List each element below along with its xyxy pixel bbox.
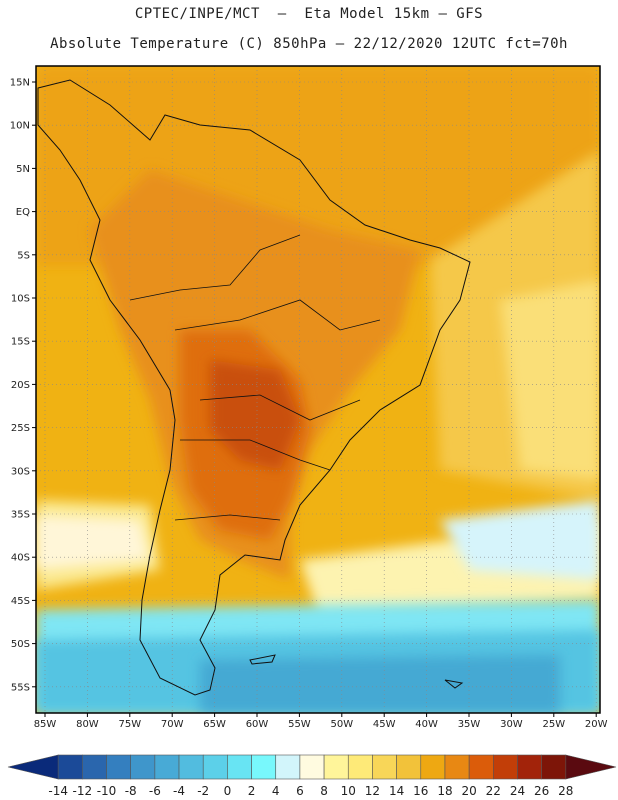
colorbar-label: 2	[248, 784, 256, 798]
coastlines	[37, 79, 471, 696]
lon-label: 50W	[330, 719, 353, 730]
colorbar-label: 12	[365, 784, 380, 798]
colorbar-label: 6	[296, 784, 304, 798]
lat-label: 55S	[11, 682, 30, 693]
colorbar-segment	[82, 754, 107, 780]
colorbar-label: 28	[558, 784, 573, 798]
lat-label: 40S	[11, 553, 30, 564]
lon-label: 30W	[500, 719, 523, 730]
lon-label: 80W	[76, 719, 99, 730]
latitude-labels: 15N 10N 5N EQ 5S 10S 15S 20S 25S 30S 35S 40S 45S 50S 5…	[10, 78, 36, 693]
colorbar-segment	[517, 754, 542, 780]
lat-label: 30S	[11, 466, 30, 477]
colorbar-segment	[251, 754, 277, 780]
colorbar-label: -12	[73, 784, 93, 798]
colorbar-segment	[541, 754, 567, 780]
lat-label: 15S	[11, 337, 30, 348]
chart-title-line1: CPTEC/INPE/MCT – Eta Model 15km – GFS	[134, 6, 484, 22]
lon-label: 65W	[203, 719, 226, 730]
colorbar-segment	[57, 754, 83, 780]
colorbar-segment	[227, 754, 252, 780]
lon-label: 35W	[458, 719, 481, 730]
colorbar-label: 22	[486, 784, 501, 798]
lat-label: EQ	[16, 207, 30, 218]
colorbar-segment	[130, 754, 156, 780]
colorbar-label: -4	[173, 784, 185, 798]
lat-label: 50S	[11, 639, 30, 650]
colorbar-label: 8	[320, 784, 328, 798]
colorbar-segment	[106, 754, 131, 780]
lon-label: 20W	[585, 719, 608, 730]
colorbar-segment	[396, 754, 422, 780]
colorbar-segment	[420, 754, 446, 780]
lon-label: 85W	[34, 719, 57, 730]
temperature-field	[36, 66, 600, 713]
lat-label: 5N	[16, 164, 30, 175]
colorbar-segment	[323, 754, 349, 780]
lat-label: 25S	[11, 423, 30, 434]
colorbar-segment	[154, 754, 180, 780]
colorbar-label: 18	[437, 784, 452, 798]
longitude-labels: 85W 80W 75W 70W 65W 60W 55W 50W 45W 40W 35W 30W 25W 2…	[34, 713, 608, 730]
colorbar-segment	[275, 754, 301, 780]
colorbar-label: 10	[341, 784, 356, 798]
colorbar-labels: -14 -12 -10 -8 -6 -4 -2 0 2 4 6 8 10 12 14 16 18 20 22 24 26…	[48, 784, 573, 798]
lat-label: 35S	[11, 510, 30, 521]
colorbar-segment	[468, 754, 494, 780]
lon-label: 60W	[246, 719, 269, 730]
lat-label: 20S	[11, 380, 30, 391]
colorbar-label: 16	[413, 784, 428, 798]
lat-label: 10N	[10, 121, 30, 132]
colorbar-segment	[347, 754, 373, 780]
colorbar-segment	[565, 754, 617, 780]
colorbar-segment	[178, 754, 204, 780]
colorbar-segment	[202, 754, 228, 780]
colorbar-label: 26	[534, 784, 549, 798]
colorbar-label: 0	[224, 784, 232, 798]
colorbar-segment	[444, 754, 470, 780]
lon-label: 55W	[288, 719, 311, 730]
colorbar-label: 24	[510, 784, 525, 798]
colorbar-label: 4	[272, 784, 280, 798]
colorbar-label: -6	[149, 784, 161, 798]
colorbar-label: -2	[197, 784, 209, 798]
lon-label: 75W	[118, 719, 141, 730]
lon-label: 40W	[415, 719, 438, 730]
colorbar	[7, 754, 617, 780]
colorbar-segment	[493, 754, 518, 780]
lon-label: 70W	[161, 719, 184, 730]
lat-label: 15N	[10, 78, 30, 89]
lat-label: 10S	[11, 294, 30, 305]
lat-label: 45S	[11, 596, 30, 607]
colorbar-label: 14	[389, 784, 404, 798]
lat-label: 5S	[17, 250, 30, 261]
colorbar-label: -8	[125, 784, 137, 798]
lon-label: 45W	[373, 719, 396, 730]
colorbar-label: 20	[461, 784, 476, 798]
colorbar-segment	[7, 754, 59, 780]
map-frame	[35, 65, 601, 714]
colorbar-label: -10	[97, 784, 117, 798]
colorbar-segment	[372, 754, 397, 780]
chart-title-line2: Absolute Temperature (C) 850hPa – 22/12/…	[50, 36, 568, 52]
lon-label: 25W	[542, 719, 565, 730]
colorbar-segment	[299, 754, 325, 780]
colorbar-label: -14	[48, 784, 68, 798]
